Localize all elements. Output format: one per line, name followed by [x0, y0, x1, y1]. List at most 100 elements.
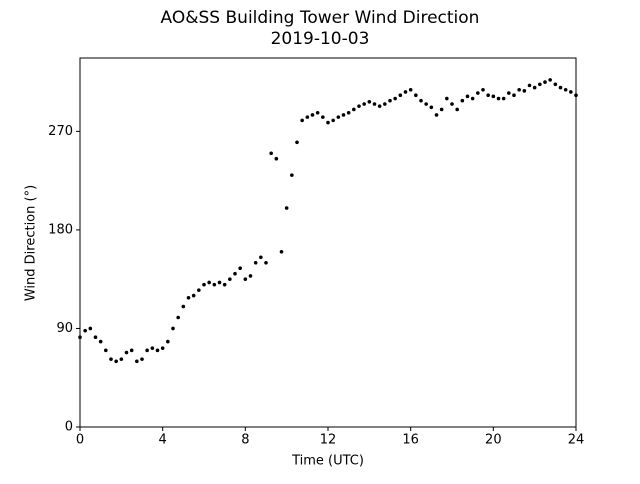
data-point [481, 87, 485, 92]
data-point [181, 304, 186, 309]
chart-subtitle: 2019-10-03 [271, 29, 370, 49]
data-point [279, 250, 284, 254]
data-point [476, 91, 480, 95]
data-point [522, 89, 527, 93]
data-point [124, 350, 129, 355]
data-point [238, 266, 242, 271]
data-point [197, 288, 201, 292]
data-point [445, 96, 449, 101]
chart-title: AO&SS Building Tower Wind Direction [161, 8, 480, 28]
data-point [507, 91, 511, 95]
data-point [362, 102, 366, 106]
x-tick-label: 4 [159, 433, 167, 448]
data-point [135, 359, 139, 364]
y-tick-label: 0 [65, 420, 73, 435]
data-point [290, 173, 294, 177]
data-point [367, 99, 372, 104]
data-point [305, 115, 310, 119]
data-point [212, 282, 217, 287]
data-point [315, 110, 320, 115]
data-point [377, 104, 382, 108]
data-point [558, 85, 563, 90]
data-point [383, 102, 387, 106]
data-point [408, 87, 413, 92]
data-point [160, 346, 165, 350]
data-point [563, 87, 568, 92]
data-point [543, 80, 547, 84]
data-point [321, 115, 325, 119]
data-point [217, 280, 222, 285]
data-point [98, 339, 103, 344]
data-point [336, 115, 341, 119]
data-point [414, 93, 418, 98]
data-point [527, 83, 532, 88]
data-point [538, 82, 542, 87]
data-point [186, 295, 191, 300]
data-point [501, 96, 506, 101]
data-point [93, 335, 98, 340]
data-point [264, 260, 268, 265]
data-point [207, 280, 211, 285]
data-point [150, 346, 155, 350]
x-tick-label: 24 [568, 433, 585, 448]
data-point [574, 93, 578, 98]
data-point [104, 348, 108, 353]
data-point [129, 348, 134, 353]
data-point [352, 107, 356, 112]
data-point [233, 271, 237, 276]
data-point [88, 326, 93, 331]
data-point [300, 118, 304, 123]
data-point [326, 120, 330, 125]
data-point [119, 357, 124, 361]
data-point [470, 96, 475, 101]
data-point [424, 102, 428, 106]
data-point [166, 339, 170, 344]
data-point [191, 293, 196, 298]
data-point [434, 113, 439, 117]
y-tick-label: 270 [48, 124, 73, 139]
data-point [248, 274, 253, 278]
data-point [429, 105, 434, 110]
plot-frame [79, 57, 577, 428]
data-point [455, 107, 459, 112]
data-point [532, 85, 537, 90]
data-point [155, 348, 160, 353]
data-point [140, 357, 144, 361]
data-point [176, 315, 180, 320]
data-point [548, 78, 552, 82]
data-point [346, 110, 351, 115]
data-point [331, 118, 335, 123]
data-point [274, 156, 279, 161]
data-point [357, 104, 361, 108]
data-point [145, 348, 149, 353]
data-point [450, 102, 454, 106]
data-point [393, 96, 397, 101]
data-point [460, 98, 465, 103]
data-point [512, 93, 516, 98]
data-point [403, 90, 408, 94]
data-point [341, 113, 346, 117]
data-point [310, 113, 315, 117]
data-point [465, 94, 470, 99]
x-tick-label: 16 [402, 433, 419, 448]
x-tick-label: 20 [485, 433, 502, 448]
data-point [228, 277, 232, 281]
x-tick-label: 8 [241, 433, 249, 448]
data-point [171, 326, 175, 331]
data-point [398, 93, 403, 98]
data-point [439, 107, 444, 112]
data-point [553, 82, 558, 87]
data-point [419, 98, 423, 103]
data-point [78, 335, 82, 340]
data-point [222, 282, 227, 287]
data-point [259, 255, 263, 260]
data-point [109, 357, 113, 361]
data-point [496, 96, 501, 101]
y-tick-label: 180 [48, 222, 73, 237]
data-point [569, 90, 573, 94]
data-point [491, 94, 496, 99]
data-point [243, 277, 248, 281]
x-tick-label: 0 [76, 433, 84, 448]
data-point [388, 98, 392, 103]
data-point [295, 140, 299, 145]
